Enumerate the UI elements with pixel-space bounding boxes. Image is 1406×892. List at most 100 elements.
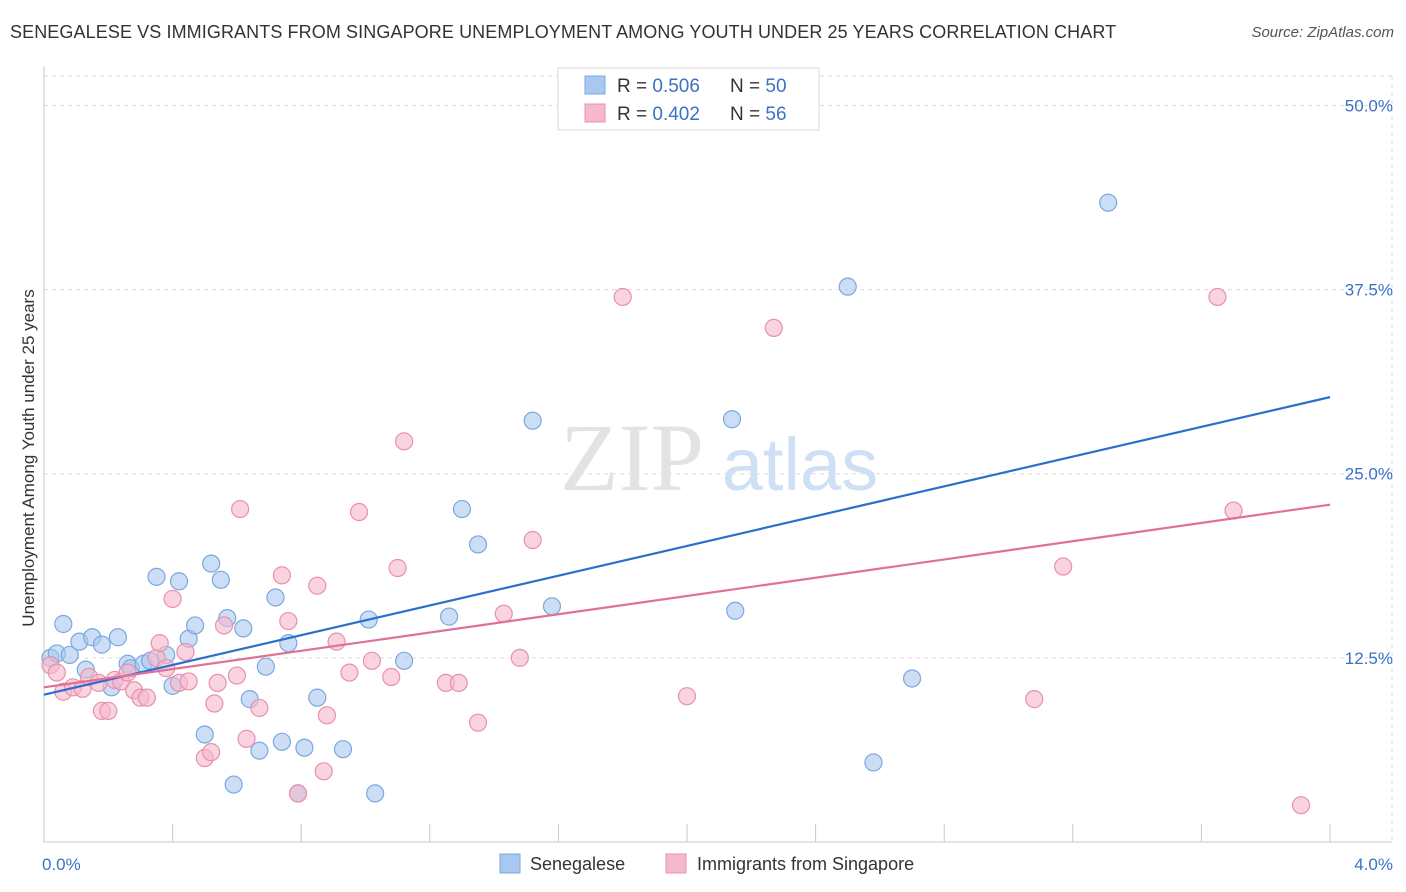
- point-singapore: [163, 589, 182, 609]
- point-senegalese: [256, 657, 275, 676]
- point-singapore: [388, 558, 407, 578]
- point-singapore: [340, 663, 359, 682]
- point-senegalese: [234, 619, 253, 638]
- y-tick-label: 12.5%: [1345, 649, 1393, 668]
- point-senegalese: [108, 628, 128, 647]
- point-senegalese: [54, 614, 73, 634]
- point-singapore: [613, 287, 632, 307]
- point-senegalese: [295, 738, 314, 757]
- series-legend: Senegalese Immigrants from Singapore: [499, 853, 914, 874]
- point-senegalese: [838, 277, 857, 296]
- legend-swatch-singapore: [584, 103, 606, 123]
- trend-line-singapore: [43, 503, 1331, 689]
- point-senegalese: [202, 554, 221, 573]
- legend-n-label-2: N = 56: [730, 104, 787, 125]
- legend-r-value-2: 0.402: [652, 104, 700, 125]
- axes: [43, 66, 1392, 843]
- y-tick-label: 25.0%: [1345, 465, 1393, 484]
- point-senegalese: [195, 725, 214, 744]
- point-senegalese: [147, 567, 166, 586]
- point-singapore: [250, 698, 269, 718]
- y-axis-title: Unemployment Among Youth under 25 years: [19, 289, 38, 626]
- grid-lines: [44, 75, 1393, 842]
- watermark-zip: ZIP: [560, 404, 704, 511]
- point-singapore: [231, 499, 250, 519]
- point-senegalese: [722, 410, 742, 429]
- point-senegalese: [60, 645, 79, 665]
- point-senegalese: [250, 741, 269, 760]
- source-label: Source: ZipAtlas.com: [1251, 24, 1394, 41]
- point-singapore: [288, 784, 308, 803]
- point-senegalese: [452, 499, 472, 519]
- point-singapore: [362, 651, 382, 670]
- bottom-legend-swatch-senegalese: [499, 853, 521, 874]
- trend-lines: [43, 396, 1331, 696]
- point-singapore: [449, 673, 468, 693]
- point-singapore: [317, 706, 337, 725]
- legend-r-label-1: R = 0.506: [617, 76, 700, 97]
- point-senegalese: [266, 588, 285, 607]
- tick-labels: 12.5% 25.0% 37.5% 50.0% 0.0% 4.0%: [42, 96, 1393, 874]
- point-senegalese: [864, 753, 883, 772]
- legend-n-label-1: N = 50: [730, 76, 787, 97]
- point-singapore: [279, 611, 298, 631]
- point-singapore: [468, 713, 488, 732]
- x-tick-label: 0.0%: [42, 855, 81, 874]
- point-senegalese: [542, 597, 562, 616]
- point-singapore: [764, 318, 783, 337]
- point-singapore: [237, 729, 256, 748]
- point-singapore: [1025, 690, 1044, 709]
- point-singapore: [1291, 796, 1311, 815]
- point-singapore: [523, 530, 542, 550]
- bottom-legend-label-senegalese: Senegalese: [530, 854, 625, 874]
- point-singapore: [118, 663, 137, 682]
- point-singapore: [272, 566, 292, 585]
- point-senegalese: [333, 740, 353, 759]
- point-senegalese: [439, 607, 459, 626]
- point-singapore: [677, 687, 697, 706]
- point-senegalese: [523, 411, 542, 430]
- point-singapore: [47, 663, 66, 682]
- point-senegalese: [902, 669, 922, 688]
- point-singapore: [202, 743, 221, 762]
- point-senegalese: [272, 732, 292, 751]
- point-singapore: [214, 616, 234, 635]
- point-singapore: [314, 762, 333, 781]
- point-singapore: [394, 432, 414, 451]
- point-senegalese: [211, 570, 230, 589]
- point-senegalese: [366, 784, 385, 803]
- point-senegalese: [308, 688, 327, 707]
- point-singapore: [208, 673, 227, 693]
- data-points: [41, 193, 1311, 815]
- point-singapore: [99, 701, 118, 720]
- point-senegalese: [726, 601, 745, 620]
- y-tick-label: 37.5%: [1345, 281, 1393, 300]
- point-senegalese: [186, 616, 205, 635]
- point-senegalese: [1099, 193, 1118, 212]
- point-singapore: [1054, 557, 1073, 576]
- point-singapore: [150, 634, 169, 653]
- legend-swatch-senegalese: [584, 75, 606, 95]
- point-singapore: [137, 688, 156, 707]
- point-singapore: [349, 502, 369, 522]
- point-senegalese: [169, 572, 189, 591]
- trend-line-senegalese: [43, 396, 1331, 696]
- point-singapore: [176, 642, 195, 662]
- point-singapore: [494, 604, 513, 623]
- point-senegalese: [224, 775, 243, 794]
- point-senegalese: [92, 635, 111, 654]
- point-singapore: [179, 672, 198, 691]
- bottom-legend-label-singapore: Immigrants from Singapore: [697, 854, 914, 874]
- point-senegalese: [468, 535, 488, 554]
- watermark-atlas: atlas: [722, 423, 878, 506]
- point-singapore: [227, 666, 246, 685]
- point-singapore: [510, 648, 529, 667]
- x-tick-label: 4.0%: [1354, 855, 1393, 874]
- point-singapore: [1208, 287, 1227, 307]
- point-singapore: [205, 694, 224, 713]
- legend-r-value-1: 0.506: [652, 76, 700, 97]
- legend-n-value-2: 56: [765, 104, 786, 125]
- bottom-legend-swatch-singapore: [665, 853, 687, 874]
- chart-title: SENEGALESE VS IMMIGRANTS FROM SINGAPORE …: [10, 22, 1117, 42]
